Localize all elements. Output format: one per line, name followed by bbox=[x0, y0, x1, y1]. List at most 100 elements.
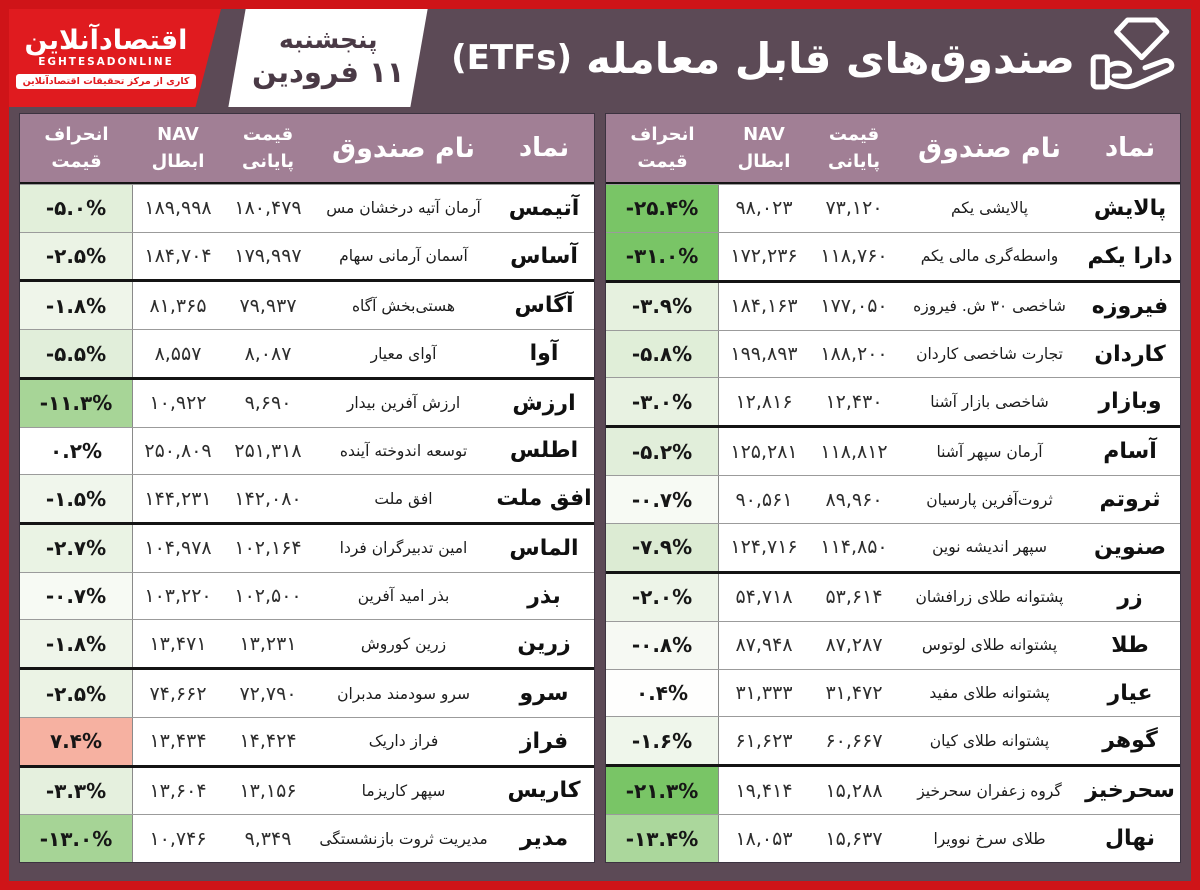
fund-name: شاخصی بازار آشنا bbox=[930, 392, 1049, 411]
table-row: بذر بذر امید آفرین ۱۰۲,۵۰۰ ۱۰۳,۲۲۰ -۰.۷% bbox=[20, 571, 594, 620]
fund-name: پشتوانه طلای کیان bbox=[929, 731, 1050, 750]
closing-price-value: ۱۱۸,۸۱۲ bbox=[820, 440, 888, 463]
nav-value: ۱۸۹,۹۹۸ bbox=[144, 197, 212, 220]
closing-price-value: ۱۸۰,۴۷۹ bbox=[234, 197, 302, 220]
price-deviation-value: -۱.۵% bbox=[20, 475, 133, 523]
fund-name: آرمان سپهر آشنا bbox=[936, 442, 1043, 461]
fund-name: افق ملت bbox=[374, 489, 433, 508]
fund-symbol: کاریس bbox=[507, 778, 581, 804]
nav-value: ۱۲,۸۱۶ bbox=[735, 390, 793, 413]
price-deviation-value: -۲.۷% bbox=[20, 525, 133, 572]
logo-tagline: کاری از مرکز تحقیقات اقتصادآنلاین bbox=[15, 74, 197, 89]
closing-price-value: ۸۷,۲۸۷ bbox=[825, 634, 883, 657]
table-row: دارا یکم واسطه‌گری مالی یکم ۱۱۸,۷۶۰ ۱۷۲,… bbox=[606, 231, 1180, 280]
table-row: آساس آسمان آرمانی سهام ۱۷۹,۹۹۷ ۱۸۴,۷۰۴ -… bbox=[20, 231, 594, 280]
fund-symbol: سرو bbox=[519, 681, 569, 707]
fund-symbol: افق ملت bbox=[496, 486, 592, 512]
price-deviation-value: -۲.۰% bbox=[606, 573, 719, 621]
fund-symbol: دارا یکم bbox=[1087, 243, 1173, 269]
column-header-deviation: انحراف قیمت bbox=[20, 121, 133, 175]
fund-name: ارزش آفرین بیدار bbox=[346, 394, 461, 413]
deviation-line2: قیمت bbox=[51, 151, 102, 172]
column-header-closing-price: قیمت پایانی bbox=[809, 121, 899, 175]
closing-price-value: ۹,۳۴۹ bbox=[244, 827, 292, 850]
column-header-symbol: نماد bbox=[1104, 133, 1156, 163]
fund-symbol: فیروزه bbox=[1091, 293, 1169, 319]
etf-table-left: نماد نام صندوق قیمت پایانی NAV ابطال انح… bbox=[19, 113, 595, 863]
header-band: اقتصادآنلاین EGHTESADONLINE کاری از مرکز… bbox=[9, 9, 1191, 107]
price-deviation-value: -۳.۹% bbox=[606, 282, 719, 330]
table-row: وبازار شاخصی بازار آشنا ۱۲,۴۳۰ ۱۲,۸۱۶ -۳… bbox=[606, 377, 1180, 426]
deviation-line1: انحراف bbox=[44, 124, 109, 145]
closing-price-value: ۸,۰۸۷ bbox=[244, 342, 292, 365]
fund-symbol: عیار bbox=[1107, 680, 1153, 706]
fund-name: بذر امید آفرین bbox=[357, 587, 450, 606]
column-header-nav: NAV ابطال bbox=[719, 121, 809, 175]
nav-line2: ابطال bbox=[151, 151, 205, 172]
fund-symbol: نهال bbox=[1104, 826, 1156, 852]
table-row: افق ملت افق ملت ۱۴۲,۰۸۰ ۱۴۴,۲۳۱ -۱.۵% bbox=[20, 474, 594, 523]
fund-symbol: ثروتم bbox=[1099, 487, 1161, 513]
date-weekday: پنجشنبه bbox=[278, 25, 378, 55]
fund-name: سرو سودمند مدبران bbox=[337, 684, 470, 703]
nav-value: ۳۱,۳۳۳ bbox=[735, 682, 793, 705]
closing-price-value: ۱۸۸,۲۰۰ bbox=[820, 343, 888, 365]
fund-name: هستی‌بخش آگاه bbox=[351, 296, 456, 315]
fund-name: امین تدبیرگران فردا bbox=[339, 539, 468, 558]
column-header-symbol: نماد bbox=[518, 133, 570, 163]
closing-price-line1: قیمت bbox=[242, 124, 294, 145]
table-row: الماس امین تدبیرگران فردا ۱۰۲,۱۶۴ ۱۰۴,۹۷… bbox=[20, 522, 594, 572]
nav-value: ۱۹,۴۱۴ bbox=[735, 779, 793, 802]
fund-symbol: مدیر bbox=[519, 826, 569, 852]
price-deviation-value: -۰.۷% bbox=[20, 572, 133, 620]
fund-name: سپهر کاریزما bbox=[361, 781, 446, 800]
table-row: زرین زرین کوروش ۱۳,۲۳۱ ۱۳,۴۷۱ -۱.۸% bbox=[20, 619, 594, 668]
closing-price-value: ۱۵,۶۳۷ bbox=[825, 827, 883, 850]
fund-symbol: زرین bbox=[517, 631, 571, 657]
price-deviation-value: -۱.۸% bbox=[20, 282, 133, 330]
fund-symbol: آساس bbox=[510, 243, 578, 269]
table-row: آوا آوای معیار ۸,۰۸۷ ۸,۵۵۷ -۵.۵% bbox=[20, 329, 594, 377]
table-row: کاردان تجارت شاخصی کاردان ۱۸۸,۲۰۰ ۱۹۹,۸۹… bbox=[606, 329, 1180, 378]
table-row: ارزش ارزش آفرین بیدار ۹,۶۹۰ ۱۰,۹۲۲ -۱۱.۳… bbox=[20, 376, 594, 427]
fund-symbol: آوا bbox=[529, 341, 559, 367]
table-row: صنوین سپهر اندیشه نوین ۱۱۴,۸۵۰ ۱۲۴,۷۱۶ -… bbox=[606, 523, 1180, 571]
closing-price-value: ۱۷۷,۰۵۰ bbox=[820, 295, 888, 318]
closing-price-value: ۱۳,۱۵۶ bbox=[239, 779, 297, 802]
deviation-line2: قیمت bbox=[637, 151, 688, 172]
closing-price-line2: پایانی bbox=[828, 151, 881, 172]
price-deviation-value: -۳.۰% bbox=[606, 378, 719, 426]
price-deviation-value: -۵.۰% bbox=[20, 185, 133, 232]
table-row: سحرخیز گروه زعفران سحرخیز ۱۵,۲۸۸ ۱۹,۴۱۴ … bbox=[606, 764, 1180, 815]
nav-line1: NAV bbox=[743, 124, 785, 145]
column-header-deviation: انحراف قیمت bbox=[606, 121, 719, 175]
fund-name: تجارت شاخصی کاردان bbox=[916, 345, 1063, 363]
closing-price-value: ۱۱۸,۷۶۰ bbox=[820, 245, 888, 268]
fund-symbol: طلا bbox=[1111, 632, 1149, 658]
deviation-line1: انحراف bbox=[630, 124, 695, 145]
nav-value: ۱۲۴,۷۱۶ bbox=[730, 536, 798, 559]
price-deviation-value: -۱.۸% bbox=[20, 620, 133, 668]
table-row: کاریس سپهر کاریزما ۱۳,۱۵۶ ۱۳,۶۰۴ -۳.۳% bbox=[20, 764, 594, 815]
nav-value: ۸۱,۳۶۵ bbox=[149, 294, 207, 317]
nav-value: ۱۰,۹۲۲ bbox=[149, 392, 207, 415]
price-deviation-value: -۵.۲% bbox=[606, 428, 719, 476]
logo-wordmark-fa: اقتصادآنلاین bbox=[24, 25, 188, 56]
fund-name: پشتوانه طلای لوتوس bbox=[921, 636, 1058, 655]
closing-price-value: ۹,۶۹۰ bbox=[244, 392, 292, 415]
table-row: فراز فراز داریک ۱۴,۴۲۴ ۱۳,۴۳۴ ۷.۴% bbox=[20, 716, 594, 765]
price-deviation-value: -۳۱.۰% bbox=[606, 232, 719, 280]
fund-symbol: الماس bbox=[509, 535, 579, 561]
nav-value: ۹۰,۵۶۱ bbox=[735, 488, 793, 511]
fund-name: ثروت‌آفرین پارسیان bbox=[926, 490, 1053, 509]
fund-symbol: فراز bbox=[519, 728, 569, 754]
eghtesadonline-logo: اقتصادآنلاین EGHTESADONLINE کاری از مرکز… bbox=[9, 9, 221, 107]
column-header-fund-name: نام صندوق bbox=[331, 132, 476, 164]
nav-value: ۱۲۵,۲۸۱ bbox=[730, 440, 798, 463]
closing-price-value: ۷۲,۷۹۰ bbox=[239, 682, 297, 705]
fund-symbol: گوهر bbox=[1102, 728, 1158, 754]
closing-price-value: ۳۱,۴۷۲ bbox=[825, 682, 883, 705]
table-row: آگاس هستی‌بخش آگاه ۷۹,۹۳۷ ۸۱,۳۶۵ -۱.۸% bbox=[20, 279, 594, 330]
date-plate: پنجشنبه ۱۱ فرودین bbox=[228, 9, 428, 107]
